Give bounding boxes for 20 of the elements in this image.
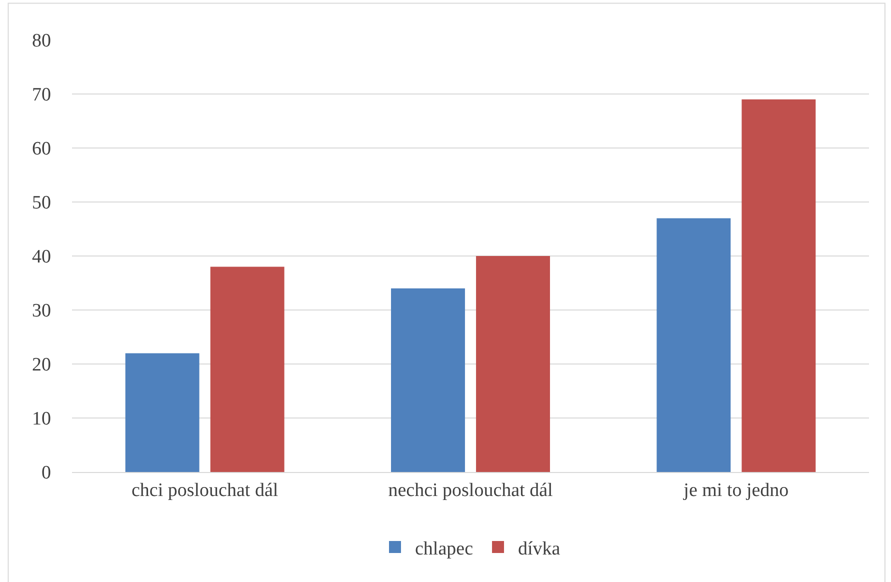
bar [125, 353, 200, 472]
y-tick-label: 40 [32, 246, 51, 268]
y-tick-label: 70 [32, 84, 51, 106]
legend-label: dívka [518, 538, 561, 560]
x-tick-label: chci poslouchat dál [131, 480, 278, 501]
bar [476, 256, 550, 472]
bar [210, 266, 284, 472]
bar [391, 288, 465, 472]
y-tick-label: 10 [32, 408, 51, 430]
y-tick-label: 30 [32, 300, 51, 322]
x-tick-label: je mi to jedno [682, 480, 789, 501]
y-tick-label: 50 [32, 192, 51, 214]
legend-label: chlapec [415, 538, 474, 560]
bar [656, 218, 731, 472]
y-tick-label: 80 [32, 30, 51, 52]
x-tick-label: nechci poslouchat dál [388, 480, 553, 501]
bar [742, 99, 816, 472]
y-tick-label: 60 [32, 138, 51, 160]
y-tick-label: 20 [32, 354, 51, 376]
y-tick-label: 0 [42, 462, 51, 484]
